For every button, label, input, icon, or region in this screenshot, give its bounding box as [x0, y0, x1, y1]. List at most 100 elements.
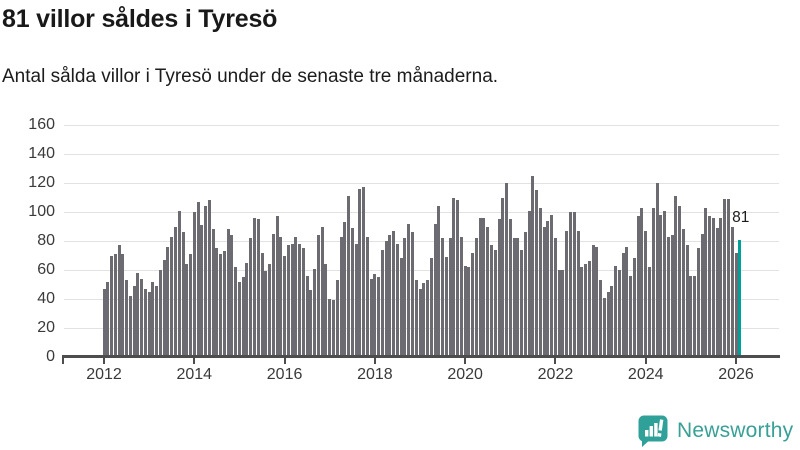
bar: [681, 229, 685, 357]
y-tick-label-20: 20: [37, 319, 55, 336]
bar: [113, 254, 117, 357]
x-tick-2020: [464, 357, 467, 364]
bar: [456, 200, 460, 357]
bar: [354, 243, 358, 357]
bar: [335, 280, 339, 357]
bar: [189, 254, 193, 357]
bar: [444, 256, 448, 357]
bar: [301, 248, 305, 357]
bar: [125, 280, 129, 357]
y-tick-label-0: 0: [46, 348, 55, 365]
bar: [715, 227, 719, 357]
bar: [666, 236, 670, 357]
bar: [347, 196, 351, 357]
bar: [358, 188, 362, 357]
bar: [407, 223, 411, 357]
x-tick-label-2012: 2012: [86, 366, 122, 383]
chart-subtitle: Antal sålda villor i Tyresö under de sen…: [2, 66, 499, 87]
x-axis-edge-tick: [62, 357, 64, 364]
bar: [369, 278, 373, 357]
bar: [459, 236, 463, 357]
bar: [663, 210, 667, 357]
bar: [414, 280, 418, 357]
bar: [132, 285, 136, 357]
bar: [410, 232, 414, 357]
gridline-y-40: [64, 298, 779, 300]
bar: [471, 252, 475, 357]
bar: [316, 235, 320, 357]
bar: [674, 196, 678, 357]
bar: [181, 232, 185, 357]
bar: [553, 238, 557, 357]
bar: [237, 281, 241, 357]
bar: [215, 248, 219, 357]
bar: [192, 212, 196, 357]
bar: [234, 267, 238, 357]
bar: [587, 261, 591, 357]
bar: [241, 277, 245, 357]
bar: [482, 217, 486, 357]
bar: [610, 285, 614, 357]
bar: [576, 230, 580, 357]
bar: [572, 212, 576, 357]
bar: [222, 251, 226, 357]
bar: [140, 278, 144, 357]
bar: [433, 223, 437, 357]
bar: [734, 252, 738, 357]
bar: [166, 246, 170, 357]
bar: [441, 238, 445, 357]
x-tick-label-2024: 2024: [627, 366, 664, 383]
bar: [196, 201, 200, 357]
y-tick-label-160: 160: [28, 116, 55, 133]
highlighted-bar-latest: [738, 239, 742, 357]
x-tick-2024: [644, 357, 647, 364]
bar: [640, 207, 644, 357]
x-tick-label-2016: 2016: [266, 366, 303, 383]
newsworthy-logo-text: Newsworthy: [677, 419, 794, 442]
bar: [636, 216, 640, 357]
bar: [279, 236, 283, 357]
bar: [632, 258, 636, 357]
bar: [377, 277, 381, 357]
bar: [173, 226, 177, 357]
bar: [418, 288, 422, 357]
bar: [708, 216, 712, 357]
y-tick-label-100: 100: [28, 203, 55, 220]
bar: [290, 243, 294, 357]
y-tick-label-80: 80: [37, 232, 55, 249]
bar: [362, 187, 366, 357]
bar: [486, 226, 490, 357]
bar: [230, 235, 234, 357]
bar: [678, 206, 682, 357]
bar: [685, 245, 689, 357]
x-tick-label-2018: 2018: [357, 366, 393, 383]
bar: [102, 288, 106, 357]
bar: [350, 227, 354, 357]
bar: [505, 183, 509, 357]
x-tick-2012: [103, 357, 105, 364]
bar: [373, 274, 377, 357]
bar: [226, 229, 230, 357]
bar: [204, 206, 208, 357]
bar: [403, 238, 407, 357]
bar: [512, 238, 516, 357]
y-tick-label-60: 60: [37, 261, 55, 278]
y-tick-label-40: 40: [37, 290, 55, 307]
bar: [647, 267, 651, 357]
bar: [298, 243, 302, 357]
newsworthy-logo[interactable]: Newsworthy: [638, 415, 793, 447]
bar: [426, 280, 430, 357]
bar: [599, 280, 603, 357]
bar: [614, 265, 618, 357]
bar: [452, 197, 456, 357]
gridline-y-60: [64, 269, 779, 271]
bar: [121, 254, 125, 357]
newsworthy-logo-icon: [638, 415, 668, 447]
bar: [245, 262, 249, 357]
y-tick-label-140: 140: [28, 145, 55, 162]
highlight-value-label: 81: [732, 208, 750, 226]
bar: [395, 243, 399, 357]
bar: [670, 235, 674, 357]
bar: [268, 264, 272, 357]
bar: [629, 275, 633, 357]
